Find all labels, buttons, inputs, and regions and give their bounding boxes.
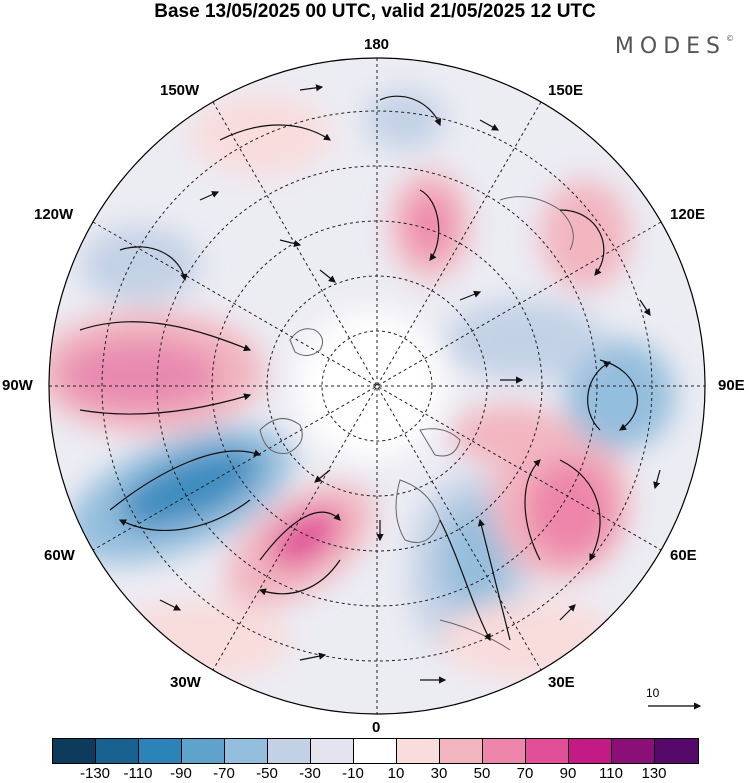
reference-vector-label: 10 [646,686,660,700]
label-90w: 90W [2,377,33,394]
map-title: Base 13/05/2025 00 UTC, valid 21/05/2025… [154,1,596,22]
colorbar-swatch [483,739,526,763]
label-60e: 60E [670,547,697,564]
map-boundary [48,57,706,715]
brand-mark: © [726,34,734,43]
colorbar-tick-label: -30 [299,765,321,782]
brand-logo: MODES© [615,34,734,59]
label-150w: 150W [160,82,200,99]
colorbar-tick-label: -10 [342,765,364,782]
label-0: 0 [372,719,381,736]
brand-text: MODES [614,34,726,59]
graticule [49,58,705,714]
colorbar-swatch [139,739,182,763]
colorbar-tick-label: 70 [516,765,534,782]
colorbar-tick-label: 10 [387,765,405,782]
colorbar-swatch [311,739,354,763]
colorbar-swatch [53,739,96,763]
colorbar-swatch [440,739,483,763]
label-30e: 30E [548,674,575,691]
colorbar-swatch [225,739,268,763]
colorbar-swatch [268,739,311,763]
colorbar-swatch [612,739,655,763]
colorbar-tick-label: -50 [256,765,278,782]
colorbar-tick-label: 30 [430,765,448,782]
colorbar-swatch [569,739,612,763]
label-120w: 120W [34,206,74,223]
colorbar-tick-label: -130 [79,765,111,782]
colorbar-tick-label: 130 [641,765,667,782]
colorbar-swatch [397,739,440,763]
label-60w: 60W [44,547,75,564]
colorbar [52,738,699,764]
colorbar-tick-label: 50 [473,765,491,782]
colorbar-swatch [96,739,139,763]
label-90e: 90E [718,377,745,394]
colorbar-tick-label: -90 [170,765,192,782]
coastlines [259,196,574,651]
label-120e: 120E [670,206,706,223]
label-30w: 30W [170,674,201,691]
label-150e: 150E [548,82,584,99]
colorbar-swatch [182,739,225,763]
colorbar-tick-label: 90 [559,765,577,782]
colorbar-ticks: -130 -110 -90 -70 -50 -30 -10 10 30 50 70 90 110 130 [0,765,750,783]
colorbar-tick-label: -110 [123,765,153,782]
colorbar-swatch [354,739,397,763]
colorbar-swatch [526,739,569,763]
colorbar-swatch [655,739,698,763]
label-180: 180 [364,36,390,53]
colorbar-tick-label: 110 [599,765,623,782]
colorbar-tick-label: -70 [213,765,235,782]
wind-vectors [79,84,661,684]
